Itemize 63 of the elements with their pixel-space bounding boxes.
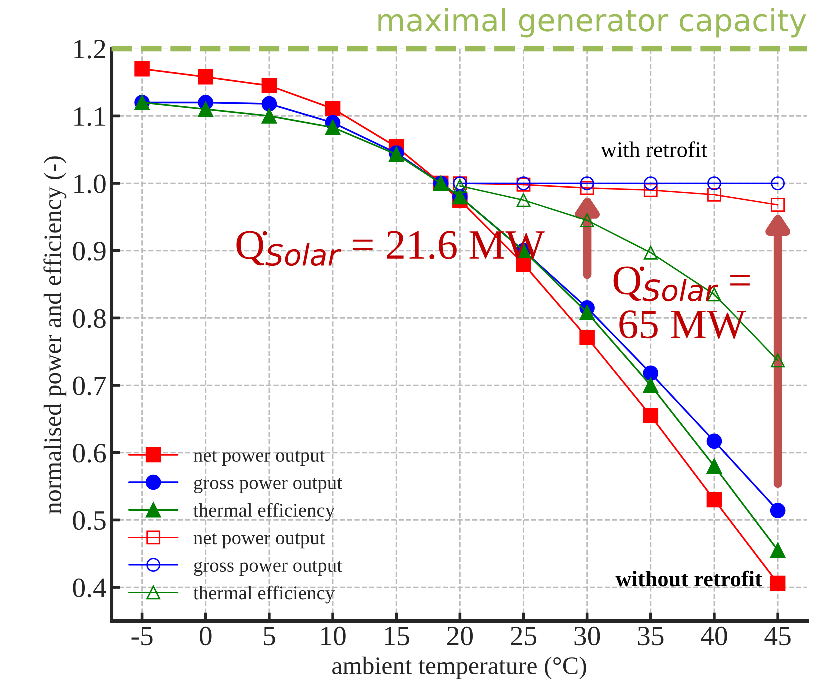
point <box>262 78 278 94</box>
y-tick-label: 0.6 <box>73 444 106 463</box>
x-axis-title: ambient temperature (°C) <box>332 656 586 680</box>
point <box>580 305 595 320</box>
point <box>644 183 658 198</box>
point <box>262 96 278 112</box>
point <box>325 120 341 136</box>
point <box>644 246 658 260</box>
y-tick-label: 0.4 <box>73 578 106 598</box>
point <box>580 214 594 228</box>
point <box>708 188 722 202</box>
legend-label: thermal efficiency <box>194 586 335 604</box>
point <box>643 366 659 382</box>
point <box>262 108 278 124</box>
point <box>198 102 214 118</box>
point <box>643 378 659 394</box>
y-tick-label: 1.2 <box>74 40 106 59</box>
y-axis-title: normalised power and efficiency (-) <box>44 156 67 514</box>
legend-label: net power output <box>194 450 326 466</box>
point <box>198 70 214 85</box>
x-tick-label: 20 <box>448 626 474 646</box>
point <box>516 193 531 208</box>
y-tick-label: 1.0 <box>74 174 106 194</box>
y-tick-label: 0.5 <box>73 511 106 530</box>
legend-label: thermal efficiency <box>194 503 335 522</box>
x-tick-label: 10 <box>322 626 346 646</box>
point <box>708 176 722 190</box>
y-tick-label: 1.1 <box>74 107 106 126</box>
x-tick-label: -5 <box>132 627 153 646</box>
point <box>771 354 785 368</box>
x-tick-label: 5 <box>264 627 276 646</box>
point <box>770 542 786 558</box>
point <box>706 492 722 508</box>
legend-label: gross power output <box>194 560 342 576</box>
annotation: without retrofit <box>616 570 762 587</box>
point <box>771 176 785 190</box>
point <box>771 198 785 212</box>
x-tick-label: 45 <box>764 627 791 646</box>
point <box>770 503 786 518</box>
point <box>706 434 722 450</box>
point <box>580 330 595 346</box>
y-tick-label: 0.8 <box>73 309 106 328</box>
point <box>134 61 150 77</box>
x-tick-label: 15 <box>385 627 410 646</box>
ref-line-label: maximal generator capacity <box>378 8 806 38</box>
legend-label: gross power output <box>194 478 342 494</box>
x-tick-label: 0 <box>200 626 212 646</box>
point <box>706 458 722 474</box>
y-tick-label: 0.7 <box>73 376 106 396</box>
x-tick-label: 25 <box>511 626 537 646</box>
x-tick-label: 35 <box>638 626 664 646</box>
point <box>580 181 594 196</box>
y-tick-label: 0.9 <box>73 242 106 261</box>
x-tick-label: 40 <box>701 626 728 646</box>
legend-label: net power output <box>194 533 326 549</box>
annotation: with retrofit <box>600 142 708 158</box>
point <box>325 101 341 116</box>
point <box>643 408 659 424</box>
point <box>770 576 786 592</box>
point <box>453 179 468 194</box>
x-tick-label: 30 <box>574 626 600 646</box>
point <box>644 176 658 190</box>
point <box>580 176 594 190</box>
